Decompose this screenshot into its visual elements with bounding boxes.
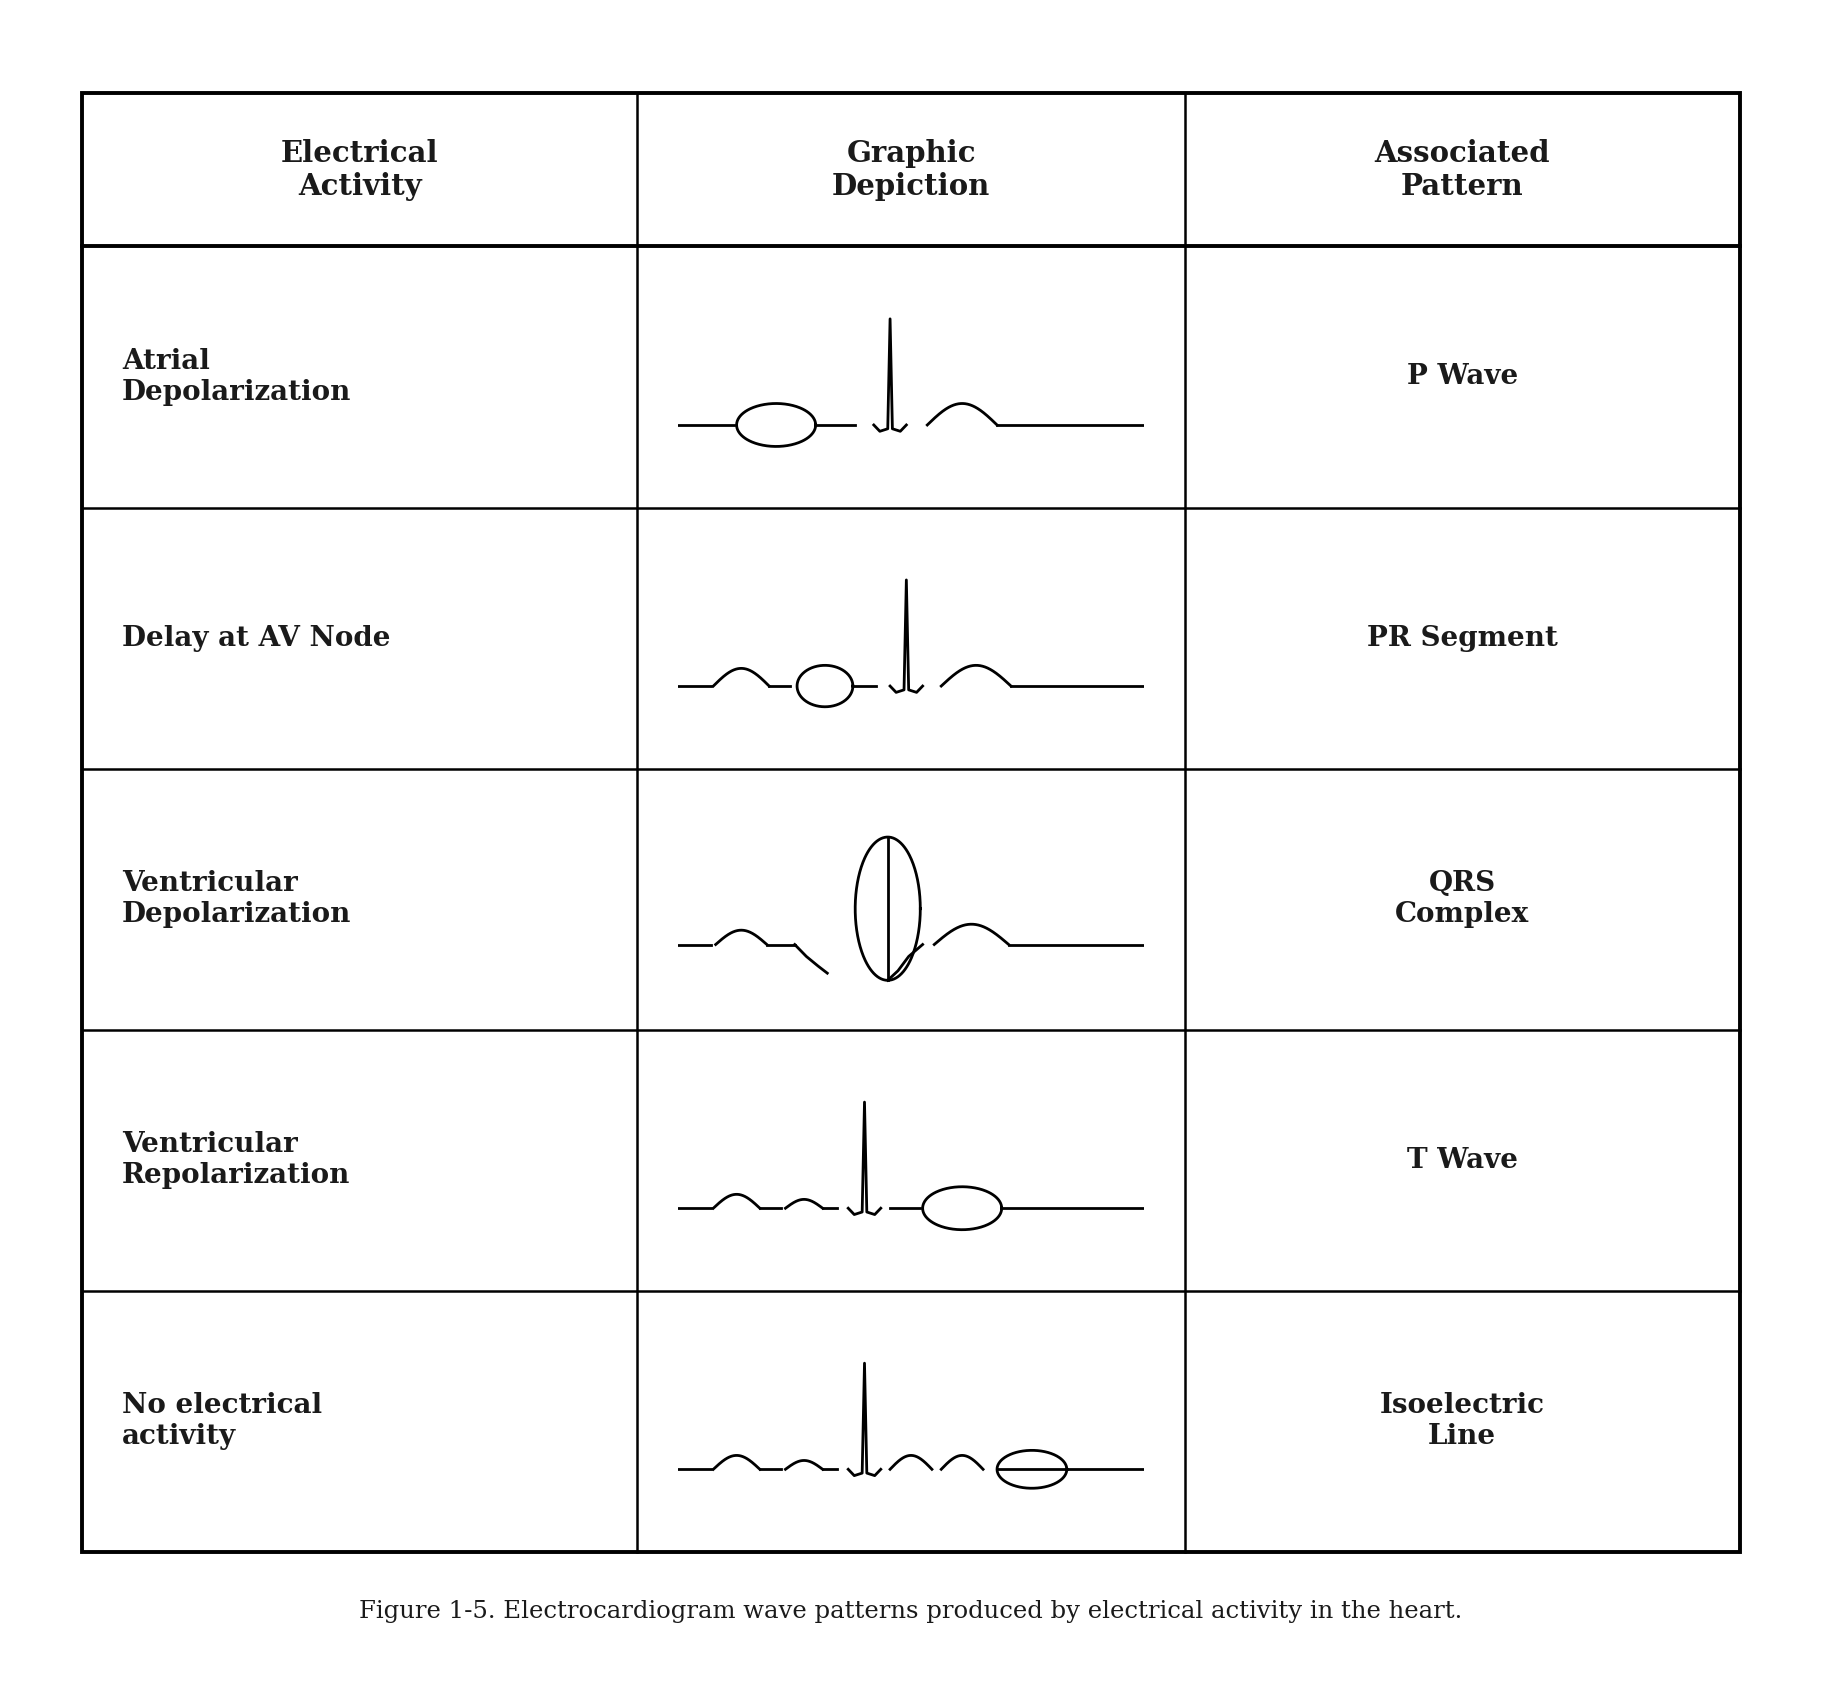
Text: No electrical
activity: No electrical activity: [122, 1392, 322, 1450]
Text: QRS
Complex: QRS Complex: [1396, 870, 1529, 928]
Bar: [82, 93, 1740, 1552]
Text: Delay at AV Node: Delay at AV Node: [122, 624, 390, 651]
Text: Isoelectric
Line: Isoelectric Line: [1379, 1392, 1545, 1450]
Text: Ventricular
Repolarization: Ventricular Repolarization: [122, 1131, 350, 1189]
Text: Atrial
Depolarization: Atrial Depolarization: [122, 348, 352, 405]
Text: T Wave: T Wave: [1407, 1146, 1518, 1174]
Text: Figure 1-5. Electrocardiogram wave patterns produced by electrical activity in t: Figure 1-5. Electrocardiogram wave patte…: [359, 1599, 1463, 1623]
Text: PR Segment: PR Segment: [1366, 624, 1558, 651]
Text: Electrical
Activity: Electrical Activity: [281, 139, 439, 202]
Text: Ventricular
Depolarization: Ventricular Depolarization: [122, 870, 352, 928]
Text: P Wave: P Wave: [1407, 363, 1518, 390]
Text: Associated
Pattern: Associated Pattern: [1374, 139, 1551, 202]
Text: Graphic
Depiction: Graphic Depiction: [833, 139, 989, 202]
